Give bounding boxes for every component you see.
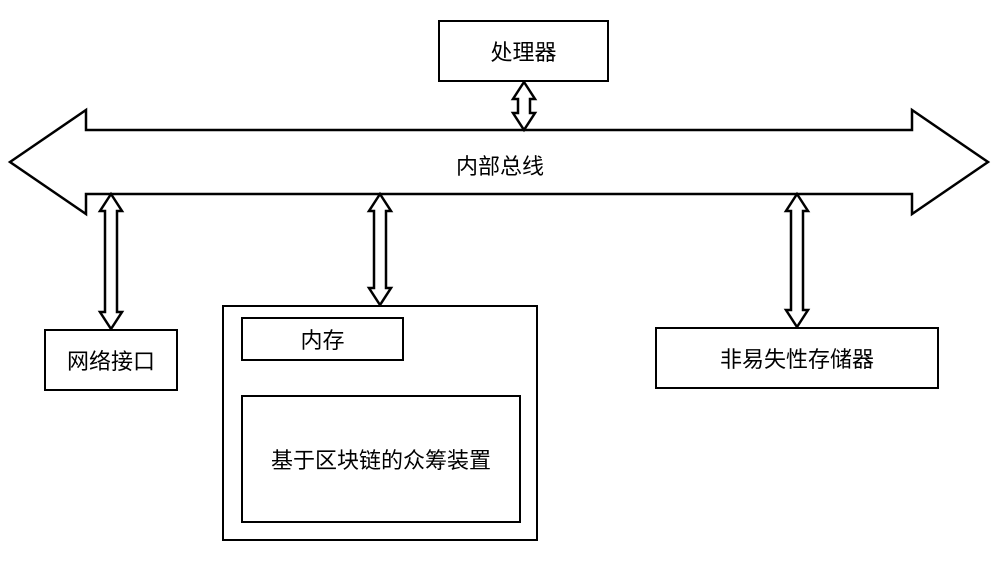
network-interface-label: 网络接口 bbox=[67, 344, 155, 376]
network-interface-box: 网络接口 bbox=[44, 329, 178, 391]
memory-box: 内存 bbox=[241, 317, 404, 361]
memory-label: 内存 bbox=[300, 323, 344, 355]
nonvolatile-storage-box: 非易失性存储器 bbox=[655, 327, 939, 389]
bus-label: 内部总线 bbox=[0, 149, 1000, 181]
processor-box: 处理器 bbox=[438, 20, 609, 82]
processor-label: 处理器 bbox=[490, 35, 556, 67]
crowdfund-device-box: 基于区块链的众筹装置 bbox=[241, 395, 521, 523]
nonvolatile-storage-label: 非易失性存储器 bbox=[720, 342, 874, 374]
crowdfund-device-label: 基于区块链的众筹装置 bbox=[271, 443, 491, 475]
